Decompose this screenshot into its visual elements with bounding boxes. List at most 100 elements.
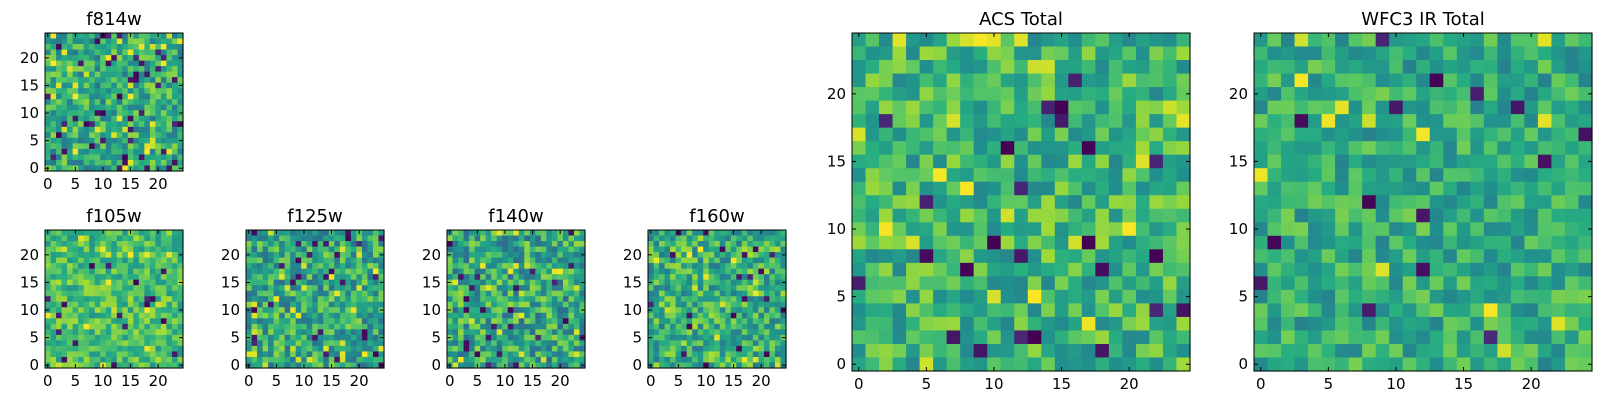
heatmap-cell bbox=[1081, 154, 1096, 169]
heatmap-cell bbox=[171, 33, 179, 40]
heatmap-cell bbox=[94, 230, 101, 237]
heatmap-cell bbox=[301, 246, 308, 253]
heatmap-cell bbox=[284, 263, 291, 270]
heatmap-cell bbox=[1551, 289, 1566, 304]
heatmap-cell bbox=[1497, 46, 1512, 61]
heatmap-cell bbox=[372, 307, 380, 314]
heatmap-cell bbox=[906, 141, 921, 156]
heatmap-cell bbox=[350, 268, 357, 275]
heatmap-cell bbox=[1054, 303, 1069, 318]
heatmap-cell bbox=[496, 257, 503, 264]
heatmap-cell bbox=[166, 279, 173, 286]
heatmap-cell bbox=[551, 241, 558, 248]
heatmap-cell bbox=[160, 44, 168, 51]
heatmap-cell bbox=[367, 241, 374, 248]
heatmap-cell bbox=[452, 252, 459, 259]
heatmap-cell bbox=[1362, 303, 1377, 318]
heatmap-cell bbox=[780, 241, 787, 248]
heatmap-cell bbox=[670, 246, 677, 253]
heatmap-cell bbox=[714, 235, 721, 242]
heatmap-cell bbox=[1267, 343, 1282, 359]
heatmap-cell bbox=[1081, 249, 1096, 264]
heatmap-cell bbox=[546, 235, 553, 242]
heatmap-cell bbox=[133, 246, 140, 253]
heatmap-cell bbox=[284, 268, 291, 275]
heatmap-cell bbox=[295, 274, 302, 281]
heatmap-cell bbox=[323, 268, 330, 275]
heatmap-cell bbox=[378, 351, 385, 358]
heatmap-cell bbox=[524, 274, 531, 281]
heatmap-cell bbox=[122, 154, 129, 161]
heatmap-cell bbox=[89, 110, 96, 117]
heatmap-cell bbox=[692, 301, 699, 308]
heatmap-cell bbox=[378, 312, 385, 319]
heatmap-cell bbox=[692, 340, 699, 347]
heatmap-cell bbox=[290, 301, 297, 308]
heatmap-cell bbox=[138, 323, 145, 330]
heatmap-cell bbox=[1510, 100, 1525, 115]
heatmap-cell bbox=[502, 345, 509, 353]
heatmap-cell bbox=[681, 290, 688, 297]
heatmap-cell bbox=[171, 126, 179, 133]
heatmap-cell bbox=[447, 301, 454, 308]
heatmap-cell bbox=[1470, 46, 1485, 61]
heatmap-cell bbox=[692, 263, 699, 270]
heatmap-cell bbox=[1176, 303, 1191, 318]
heatmap-cell bbox=[714, 312, 721, 319]
heatmap-cell bbox=[769, 296, 776, 303]
heatmap-cell bbox=[1362, 87, 1377, 102]
heatmap-cell bbox=[1162, 262, 1178, 277]
heatmap-cell bbox=[458, 307, 465, 314]
heatmap-cell bbox=[1054, 249, 1069, 264]
heatmap-cell bbox=[251, 235, 258, 242]
heatmap-cell bbox=[56, 274, 63, 281]
heatmap-cell bbox=[708, 340, 715, 347]
heatmap-cell bbox=[1443, 141, 1458, 156]
heatmap-cell bbox=[973, 235, 988, 250]
heatmap-cell bbox=[111, 55, 118, 62]
heatmap-cell bbox=[485, 257, 492, 264]
heatmap-cell bbox=[367, 235, 374, 242]
heatmap-cell bbox=[372, 318, 380, 325]
heatmap-cell bbox=[144, 235, 151, 242]
heatmap-cell bbox=[703, 268, 710, 275]
heatmap-cell bbox=[284, 230, 291, 237]
heatmap-cell bbox=[491, 241, 498, 248]
heatmap-cell bbox=[719, 307, 726, 314]
heatmap-cell bbox=[251, 301, 258, 308]
heatmap-cell bbox=[852, 73, 867, 88]
heatmap-cell bbox=[681, 252, 688, 259]
heatmap-cell bbox=[686, 351, 693, 358]
heatmap-cell bbox=[474, 246, 481, 253]
heatmap-cell bbox=[879, 100, 894, 115]
heatmap-cell bbox=[892, 222, 907, 237]
heatmap-cell bbox=[166, 296, 173, 303]
heatmap-cell bbox=[133, 71, 140, 78]
heatmap-cell bbox=[323, 241, 330, 248]
heatmap-cell bbox=[573, 356, 581, 364]
heatmap-cell bbox=[257, 301, 264, 308]
heatmap-cell bbox=[719, 351, 726, 358]
heatmap-cell bbox=[458, 318, 465, 325]
heatmap-cell bbox=[155, 312, 162, 319]
heatmap-cell bbox=[681, 285, 688, 292]
y-tick-label: 15 bbox=[221, 273, 240, 291]
heatmap-cell bbox=[758, 263, 765, 270]
heatmap-cell bbox=[61, 99, 68, 106]
heatmap-cell bbox=[1537, 46, 1553, 61]
heatmap-cell bbox=[94, 110, 101, 117]
heatmap-cell bbox=[1294, 168, 1309, 183]
heatmap-cell bbox=[579, 268, 586, 275]
heatmap-cell bbox=[852, 127, 867, 142]
heatmap-cell bbox=[144, 279, 151, 286]
heatmap-cell bbox=[1402, 114, 1417, 129]
heatmap-cell bbox=[692, 257, 699, 264]
heatmap-cell bbox=[747, 279, 754, 286]
heatmap-cell bbox=[879, 316, 894, 332]
heatmap-cell bbox=[149, 77, 156, 84]
heatmap-cell bbox=[1443, 303, 1458, 318]
heatmap-cell bbox=[1362, 46, 1377, 61]
heatmap-cell bbox=[306, 323, 313, 330]
heatmap-cell bbox=[480, 235, 487, 242]
heatmap-cell bbox=[67, 263, 74, 270]
